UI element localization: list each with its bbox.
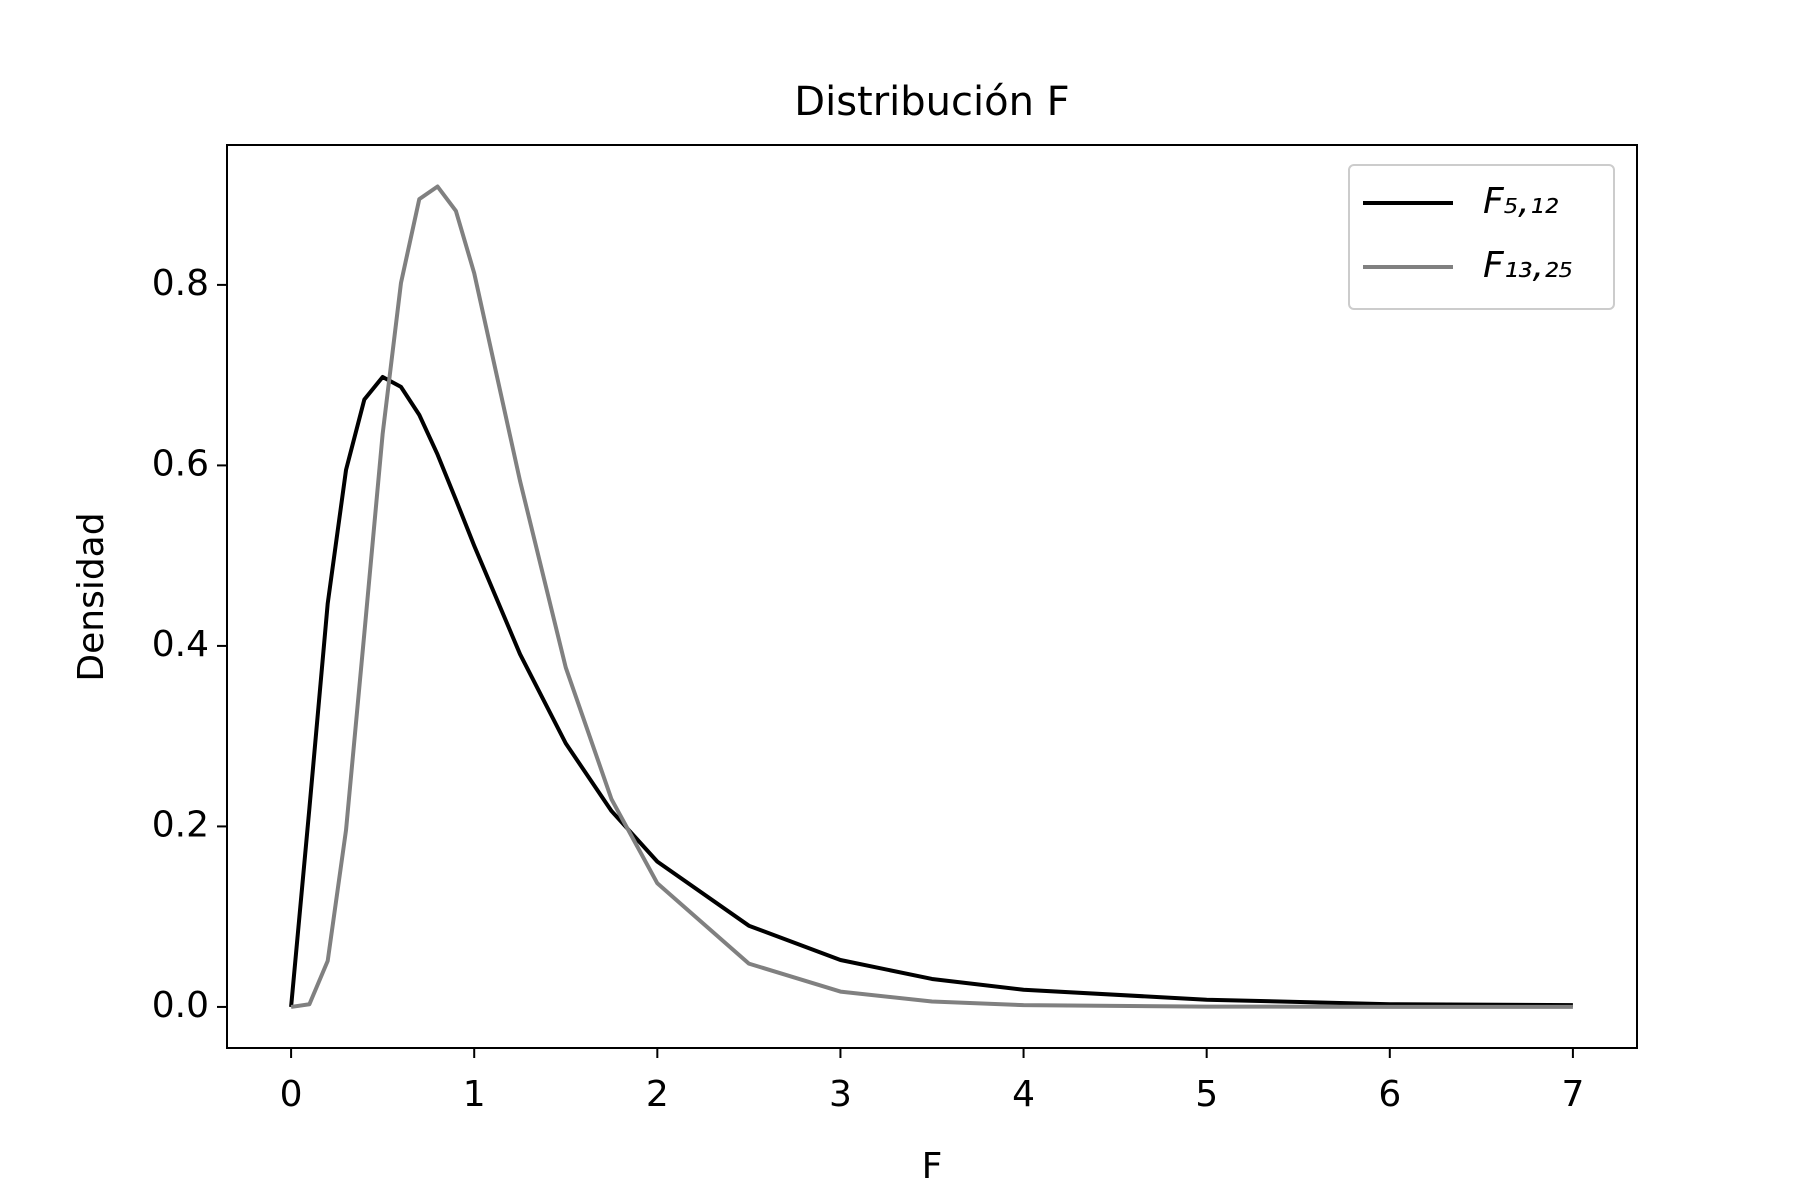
data-line [290, 184, 1573, 1009]
y-tick-label: 0.2 [152, 804, 209, 845]
x-tick-label: 7 [1561, 1074, 1584, 1115]
x-tick-label: 5 [1195, 1074, 1218, 1115]
x-tick-label: 3 [829, 1074, 852, 1115]
legend-label: F₁₃,₂₅ [1483, 245, 1573, 286]
y-tick-label: 0.4 [152, 624, 209, 665]
legend-label: F₅,₁₂ [1483, 181, 1558, 222]
y-axis-label: Densidad [71, 512, 112, 681]
y-tick-label: 0.8 [152, 263, 209, 304]
chart-title: Distribución F [794, 79, 1069, 125]
legend-box [1348, 164, 1615, 310]
x-tick-label: 4 [1012, 1074, 1035, 1115]
data-line [289, 374, 1573, 1008]
x-tick-label: 1 [463, 1074, 486, 1115]
y-tick-label: 0.6 [152, 443, 209, 484]
x-tick-label: 2 [646, 1074, 669, 1115]
x-tick-label: 0 [280, 1074, 303, 1115]
y-tick-label: 0.0 [152, 985, 209, 1026]
plot-frame [226, 144, 1638, 1049]
x-tick-label: 6 [1378, 1074, 1401, 1115]
x-axis-label: F [922, 1146, 943, 1187]
